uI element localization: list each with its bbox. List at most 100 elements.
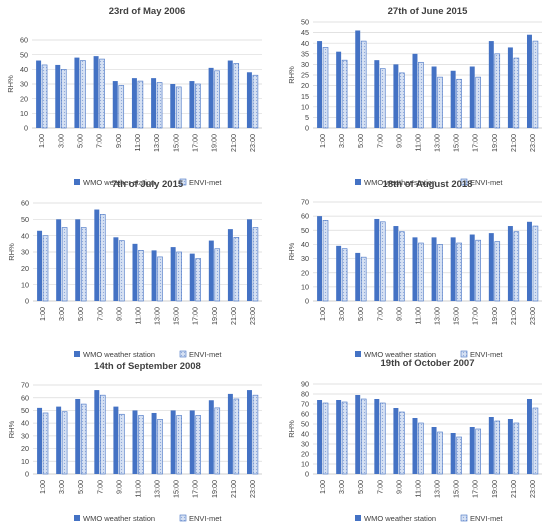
legend-label-envi-met: ENVI-met bbox=[470, 514, 503, 523]
bar-wmo bbox=[450, 433, 456, 474]
y-tick-label: 0 bbox=[24, 124, 28, 133]
bar-envi-met bbox=[176, 415, 182, 475]
y-tick-label: 0 bbox=[25, 470, 29, 479]
bar-envi-met bbox=[252, 227, 259, 302]
x-tick-label: 1:00 bbox=[318, 480, 327, 494]
bar-wmo bbox=[317, 216, 323, 301]
legend-swatch-wmo bbox=[355, 515, 361, 521]
x-tick-label: 7:00 bbox=[375, 134, 384, 148]
x-tick-label: 3:00 bbox=[57, 480, 66, 494]
y-tick-label: 5 bbox=[305, 113, 309, 122]
bar-wmo bbox=[412, 53, 418, 128]
x-tick-label: 19:00 bbox=[210, 134, 219, 152]
bar-wmo bbox=[317, 41, 323, 128]
bar-wmo bbox=[227, 229, 233, 301]
y-tick-label: 10 bbox=[301, 102, 309, 111]
bar-wmo bbox=[55, 64, 61, 128]
x-tick-label: 17:00 bbox=[471, 134, 480, 152]
x-tick-label: 13:00 bbox=[153, 307, 162, 325]
x-tick-label: 15:00 bbox=[171, 134, 180, 152]
y-tick-label: 40 bbox=[301, 240, 309, 249]
bar-envi-met bbox=[252, 74, 259, 129]
y-tick-label: 30 bbox=[21, 248, 29, 257]
x-tick-label: 19:00 bbox=[490, 307, 499, 325]
legend-swatch-wmo bbox=[355, 351, 361, 357]
y-tick-label: 20 bbox=[301, 81, 309, 90]
x-tick-label: 19:00 bbox=[210, 480, 219, 498]
bar-envi-met bbox=[437, 244, 443, 302]
legend-swatch-envi-met bbox=[179, 350, 187, 358]
y-tick-label: 80 bbox=[301, 390, 309, 399]
bar-envi-met bbox=[341, 248, 348, 302]
bar-wmo bbox=[355, 395, 361, 474]
legend-label-envi-met: ENVI-met bbox=[189, 350, 222, 359]
bar-envi-met bbox=[195, 258, 201, 302]
bar-envi-met bbox=[494, 53, 501, 129]
y-axis-label: RH% bbox=[287, 66, 296, 84]
y-tick-label: 0 bbox=[25, 297, 29, 306]
bar-envi-met bbox=[42, 412, 49, 475]
chart-title: 19th of October 2007 bbox=[381, 358, 475, 369]
bar-envi-met bbox=[322, 47, 329, 129]
x-tick-label: 19:00 bbox=[210, 307, 219, 325]
bar-envi-met bbox=[138, 250, 144, 302]
chart-title: 23rd of May 2006 bbox=[109, 6, 186, 17]
bar-wmo bbox=[507, 226, 513, 301]
x-tick-label: 9:00 bbox=[394, 480, 403, 494]
bar-wmo bbox=[507, 419, 513, 474]
x-tick-label: 23:00 bbox=[528, 134, 537, 152]
x-tick-label: 13:00 bbox=[153, 480, 162, 498]
bar-wmo bbox=[74, 57, 80, 128]
x-tick-label: 5:00 bbox=[75, 134, 84, 148]
y-tick-label: 70 bbox=[301, 400, 309, 409]
bar-wmo bbox=[56, 219, 62, 301]
bar-wmo bbox=[94, 209, 100, 301]
y-tick-label: 40 bbox=[301, 430, 309, 439]
bar-envi-met bbox=[437, 76, 443, 129]
y-tick-label: 30 bbox=[301, 60, 309, 69]
legend-label-envi-met: ENVI-met bbox=[189, 514, 222, 523]
legend: WMO weather station ENVI-met bbox=[74, 514, 222, 523]
bar-wmo bbox=[189, 253, 195, 301]
y-tick-label: 60 bbox=[301, 410, 309, 419]
bar-envi-met bbox=[532, 407, 539, 475]
y-tick-label: 20 bbox=[301, 268, 309, 277]
bar-wmo bbox=[189, 410, 195, 474]
y-tick-label: 50 bbox=[21, 215, 29, 224]
y-tick-label: 40 bbox=[21, 419, 29, 428]
bar-envi-met bbox=[360, 40, 367, 129]
y-tick-label: 10 bbox=[21, 457, 29, 466]
y-tick-label: 10 bbox=[301, 282, 309, 291]
bar-wmo bbox=[469, 234, 475, 301]
bar-wmo bbox=[355, 30, 361, 129]
chart-title: 14th of September 2008 bbox=[94, 361, 201, 372]
bar-wmo bbox=[431, 66, 437, 128]
y-tick-label: 50 bbox=[301, 420, 309, 429]
bar-wmo bbox=[336, 51, 342, 128]
bar-envi-met bbox=[513, 57, 520, 129]
x-tick-label: 23:00 bbox=[528, 480, 537, 498]
bar-wmo bbox=[36, 60, 42, 128]
x-tick-label: 15:00 bbox=[452, 480, 461, 498]
y-axis-label: RH% bbox=[7, 243, 16, 261]
x-tick-label: 11:00 bbox=[133, 307, 142, 324]
bar-envi-met bbox=[214, 248, 221, 302]
bar-wmo bbox=[93, 56, 99, 129]
legend-swatch-envi-met bbox=[460, 178, 468, 186]
y-tick-label: 0 bbox=[305, 470, 309, 479]
bar-envi-met bbox=[99, 58, 105, 129]
bar-wmo bbox=[151, 250, 157, 301]
legend-label-envi-met: ENVI-met bbox=[189, 178, 222, 187]
y-tick-label: 45 bbox=[301, 28, 309, 37]
x-tick-label: 9:00 bbox=[394, 307, 403, 321]
x-tick-label: 13:00 bbox=[433, 134, 442, 152]
x-tick-label: 5:00 bbox=[76, 480, 85, 494]
x-tick-label: 7:00 bbox=[375, 480, 384, 494]
bar-wmo bbox=[132, 243, 138, 301]
bar-wmo bbox=[374, 60, 380, 128]
x-tick-label: 1:00 bbox=[318, 134, 327, 148]
bar-envi-met bbox=[61, 227, 68, 302]
x-tick-label: 9:00 bbox=[394, 134, 403, 148]
x-tick-label: 11:00 bbox=[413, 480, 422, 497]
chart-panel-1: 23rd of May 2006 0 10 20 30 40 50 60 RH% 1:00 3:00… bbox=[6, 6, 262, 187]
